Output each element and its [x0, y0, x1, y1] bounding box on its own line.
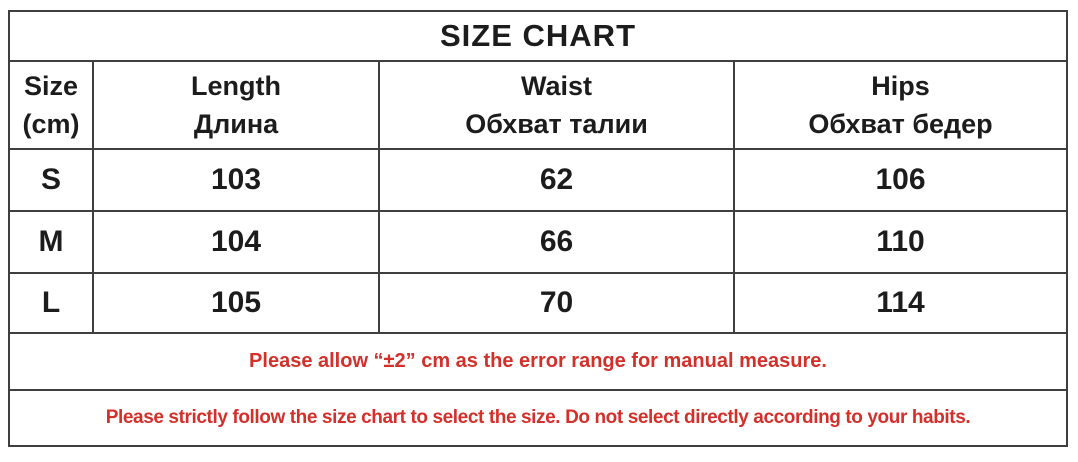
table-row-m: M 104 66 110 — [10, 212, 1066, 274]
table-row-s: S 103 62 106 — [10, 150, 1066, 212]
length-cell: 104 — [94, 212, 380, 272]
header-label-en: Hips — [871, 71, 930, 101]
header-label-ru: Обхват талии — [465, 109, 648, 139]
column-header-waist: Waist Обхват талии — [380, 62, 735, 148]
header-label-en: Length — [191, 71, 281, 101]
length-cell: 103 — [94, 150, 380, 210]
column-header-size: Size (cm) — [10, 62, 94, 148]
size-cell: M — [10, 212, 94, 272]
waist-cell: 62 — [380, 150, 735, 210]
table-row-l: L 105 70 114 — [10, 274, 1066, 334]
table-header-row: Size (cm) Length Длина Waist Обхват тали… — [10, 62, 1066, 150]
column-header-hips: Hips Обхват бедер — [735, 62, 1066, 148]
size-cell: S — [10, 150, 94, 210]
waist-cell: 70 — [380, 274, 735, 332]
note-measure-tolerance: Please allow “±2” cm as the error range … — [10, 334, 1066, 391]
hips-cell: 110 — [876, 225, 925, 258]
chart-title: SIZE CHART — [10, 12, 1066, 62]
size-chart-table: SIZE CHART Size (cm) Length Длина Waist … — [8, 10, 1068, 447]
hips-cell: 106 — [875, 163, 926, 196]
header-label-size: Size — [23, 71, 79, 101]
header-label-ru: Длина — [193, 109, 279, 139]
length-cell: 105 — [94, 274, 380, 332]
size-cell: L — [10, 274, 94, 332]
header-label-en: Waist — [520, 71, 592, 101]
hips-cell: 114 — [876, 286, 925, 319]
waist-cell: 66 — [380, 212, 735, 272]
note-size-advice: Please strictly follow the size chart to… — [105, 407, 971, 428]
header-label-ru: Обхват бедер — [808, 109, 993, 139]
column-header-length: Length Длина — [94, 62, 380, 148]
header-label-unit: (cm) — [22, 109, 80, 139]
